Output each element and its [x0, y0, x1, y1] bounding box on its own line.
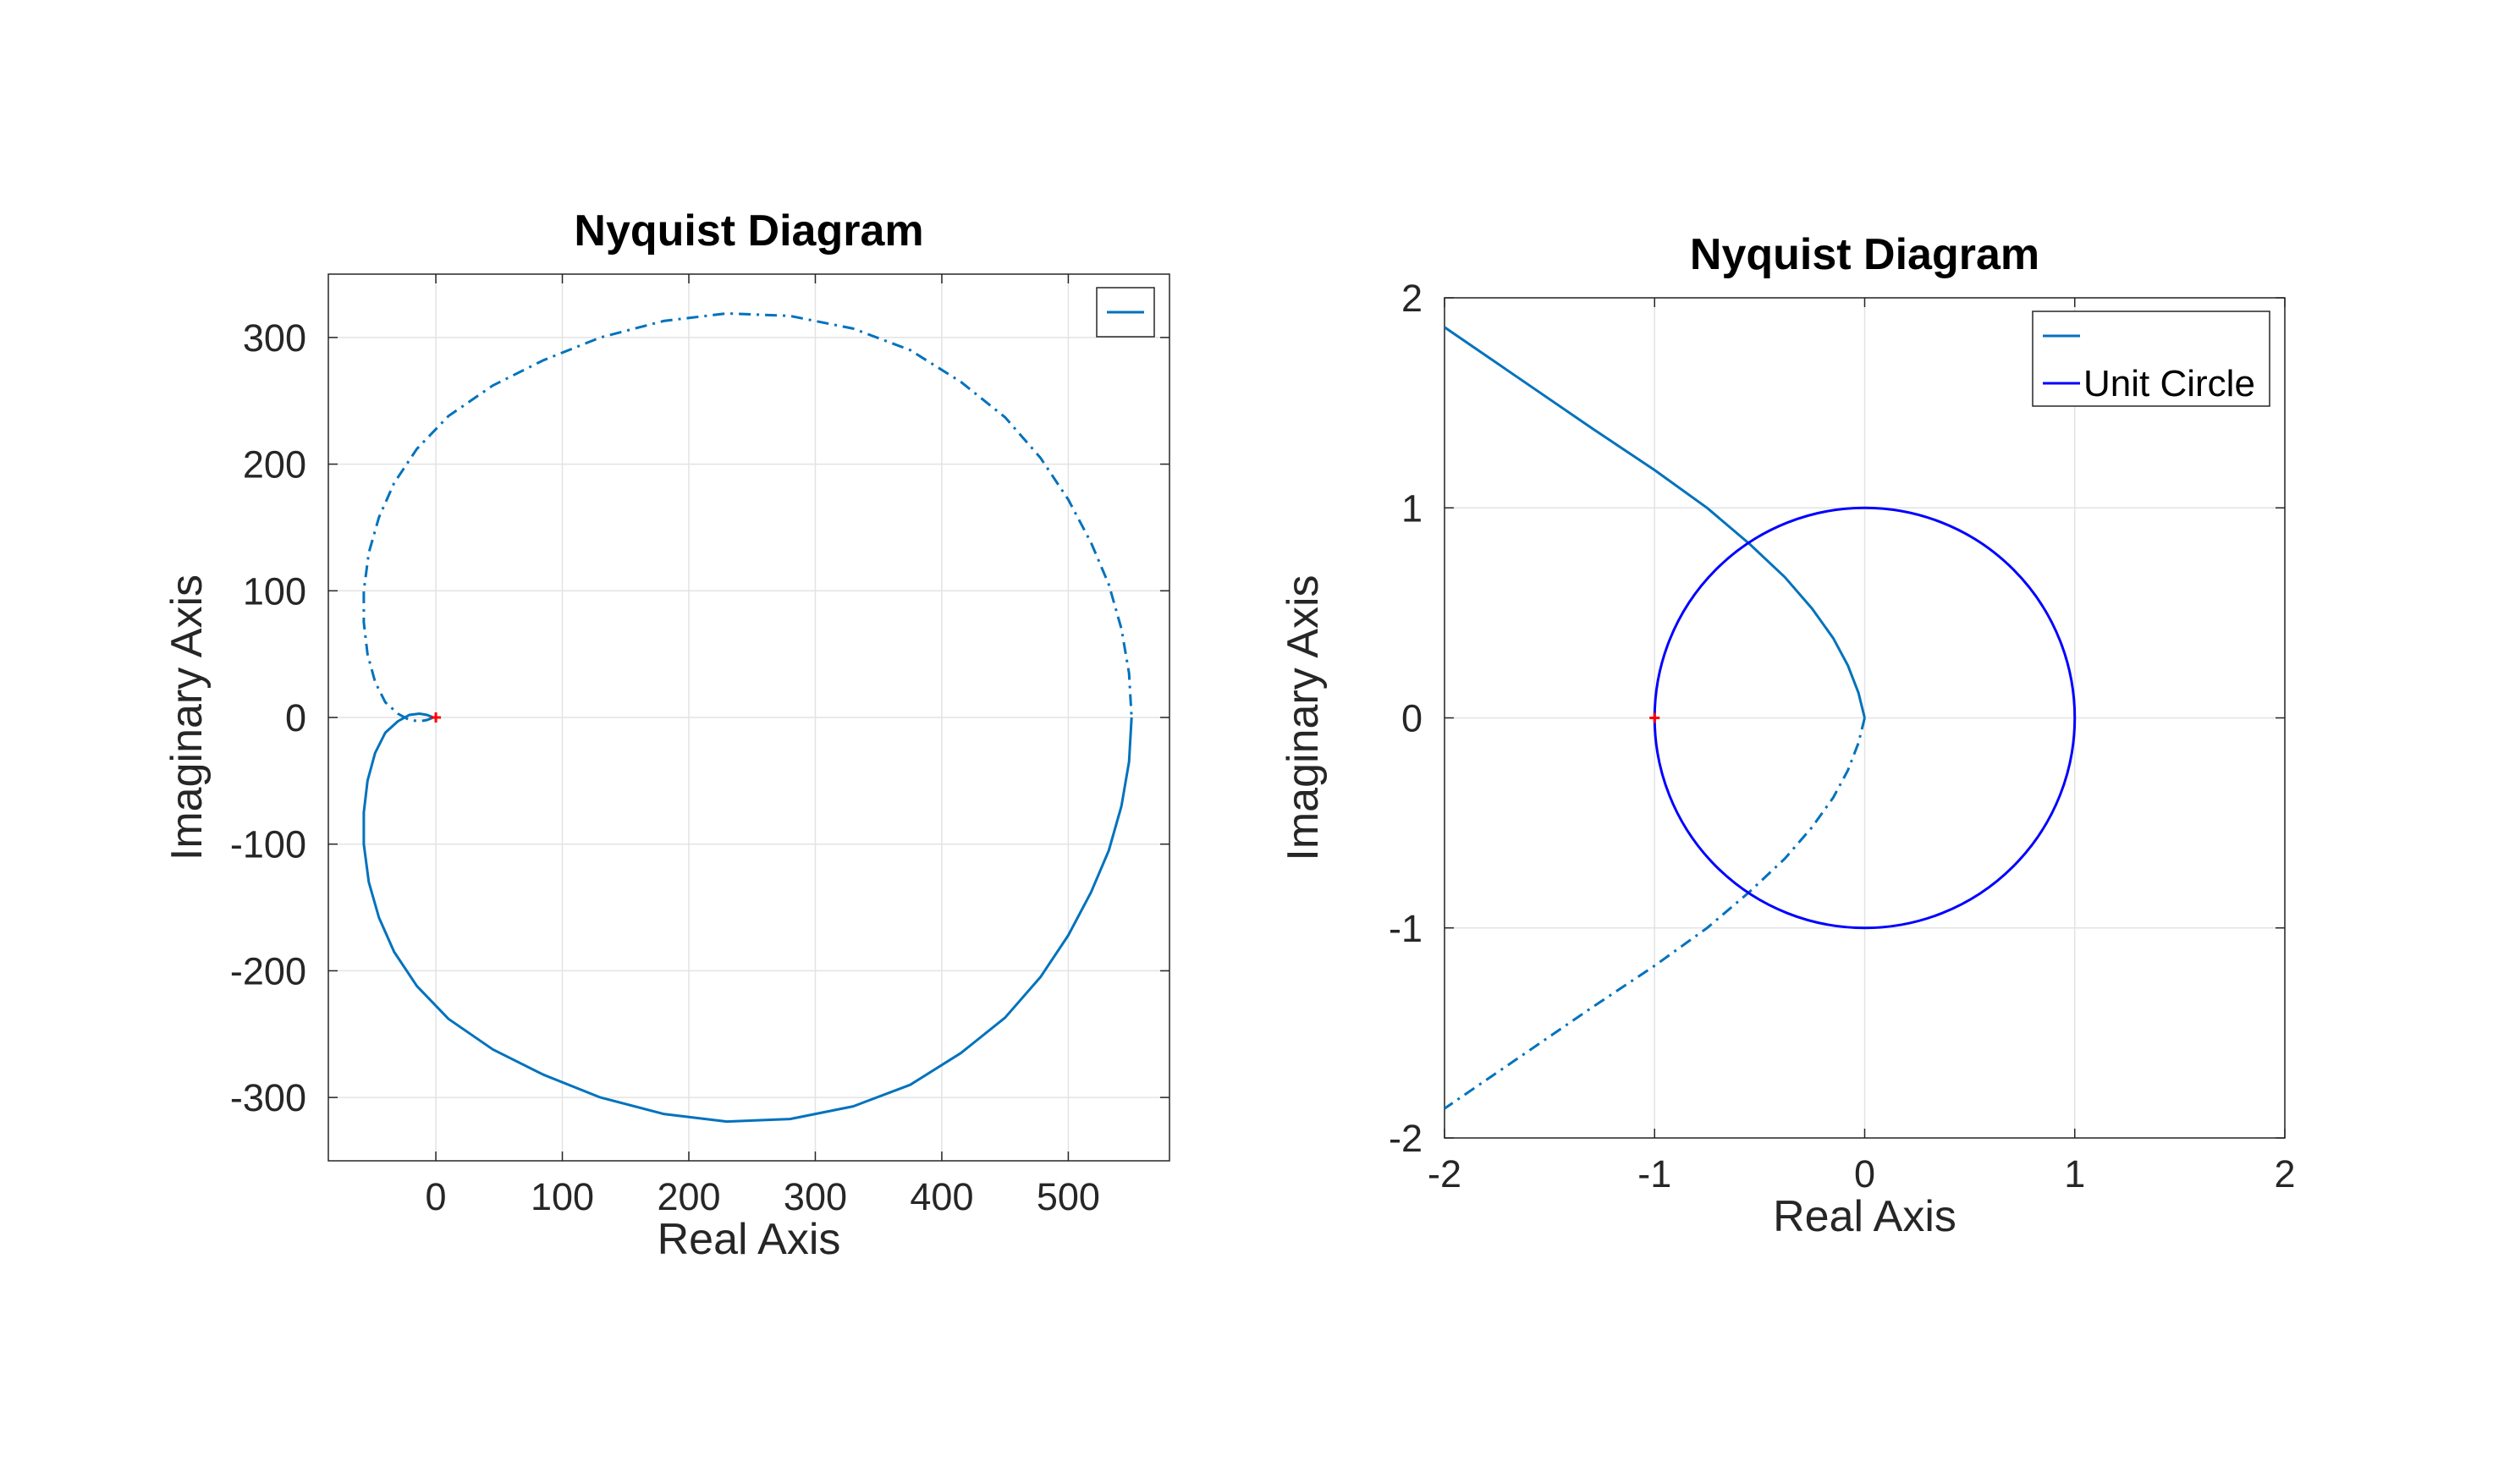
- y-tick-label: 2: [1401, 277, 1423, 320]
- legend: Unit Circle: [2032, 311, 2270, 407]
- chart-title: Nyquist Diagram: [574, 206, 923, 256]
- y-axis-label: Imaginary Axis: [162, 574, 212, 860]
- critical-point-marker: [1649, 712, 1660, 723]
- legend-entry: Unit Circle: [2083, 363, 2255, 404]
- y-tick-label: 1: [1401, 486, 1423, 530]
- legend-box: [2032, 311, 2270, 407]
- y-tick-label: 0: [1401, 697, 1423, 740]
- x-tick-label: -1: [1637, 1152, 1671, 1195]
- series-line-2: [1445, 717, 1866, 1110]
- y-tick-label: 300: [243, 316, 306, 360]
- y-tick-label: -1: [1389, 907, 1423, 950]
- series-line-1: [362, 712, 1133, 1124]
- legend: [1096, 287, 1155, 338]
- series-group: [362, 311, 1133, 1124]
- x-tick-label: 100: [531, 1175, 594, 1218]
- x-tick-label: 400: [910, 1175, 973, 1218]
- y-tick-label: 200: [243, 443, 306, 486]
- series-line-2: [362, 311, 1133, 723]
- x-tick-label: -2: [1428, 1152, 1461, 1195]
- y-axis-label: Imaginary Axis: [1279, 574, 1328, 860]
- x-tick-label: 0: [426, 1175, 447, 1218]
- x-tick-label: 1: [2064, 1152, 2085, 1195]
- y-tick-label: 0: [285, 696, 306, 739]
- x-tick-label: 2: [2274, 1152, 2295, 1195]
- chart-title: Nyquist Diagram: [1690, 230, 2039, 279]
- chart-1: 0 100 200 300 400 500 -300 -200 -100 0 100 200 300 Ny…: [162, 206, 1170, 1264]
- series-line-1: [1445, 326, 1866, 718]
- critical-point-marker: [431, 712, 442, 723]
- x-tick-label: 500: [1037, 1175, 1100, 1218]
- x-axis-label: Real Axis: [658, 1215, 841, 1264]
- x-tick-label: 0: [1854, 1152, 1875, 1195]
- y-tick-label: -100: [230, 823, 306, 866]
- y-tick-label: 100: [243, 569, 306, 613]
- x-axis-label: Real Axis: [1773, 1192, 1956, 1241]
- x-tick-label: 200: [657, 1175, 720, 1218]
- y-tick-label: -2: [1389, 1117, 1423, 1160]
- x-tick-label: 300: [784, 1175, 847, 1218]
- y-tick-label: -300: [230, 1076, 306, 1119]
- chart-2: -2 -1 0 1 2 -2 -1 0 1 2 Nyquist Diagram Real Axis Im…: [1279, 230, 2296, 1241]
- y-tick-label: -200: [230, 949, 306, 992]
